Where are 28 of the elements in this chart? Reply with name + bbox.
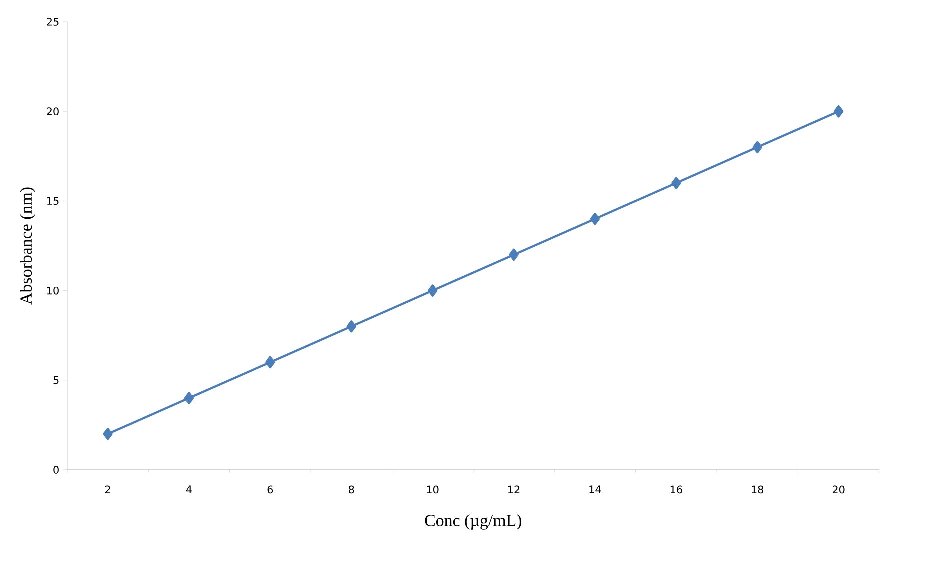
x-tick-label: 12	[508, 486, 520, 494]
y-tick-label: 20	[47, 108, 59, 116]
x-axis-title: Conc (µg/mL)	[425, 514, 522, 530]
point	[184, 392, 194, 404]
y-axis-title: Absorbance (nm)	[20, 188, 36, 305]
x-tick-label: 16	[670, 486, 682, 494]
point	[509, 248, 519, 262]
x-tick-label: 18	[752, 486, 764, 494]
point	[752, 141, 762, 154]
point	[834, 105, 844, 118]
point	[346, 320, 356, 333]
point	[266, 356, 276, 369]
y-tick-label: 5	[54, 376, 59, 384]
y-tick-label: 15	[47, 197, 59, 206]
x-tick-label: 8	[348, 486, 354, 494]
y-tick-label: 10	[47, 286, 59, 295]
x-tick-label: 14	[590, 486, 602, 494]
y-tick-label: 0	[54, 466, 59, 474]
x-tick-label: 10	[427, 486, 439, 494]
point	[103, 428, 113, 440]
x-tick-label: 4	[186, 486, 192, 494]
x-tick-label: 20	[832, 486, 845, 494]
x-tick-label: 2	[105, 486, 110, 494]
x-tick-label: 6	[268, 486, 274, 494]
point	[672, 177, 682, 190]
y-tick-label: 25	[47, 18, 59, 26]
point	[590, 213, 600, 226]
point	[428, 284, 438, 297]
